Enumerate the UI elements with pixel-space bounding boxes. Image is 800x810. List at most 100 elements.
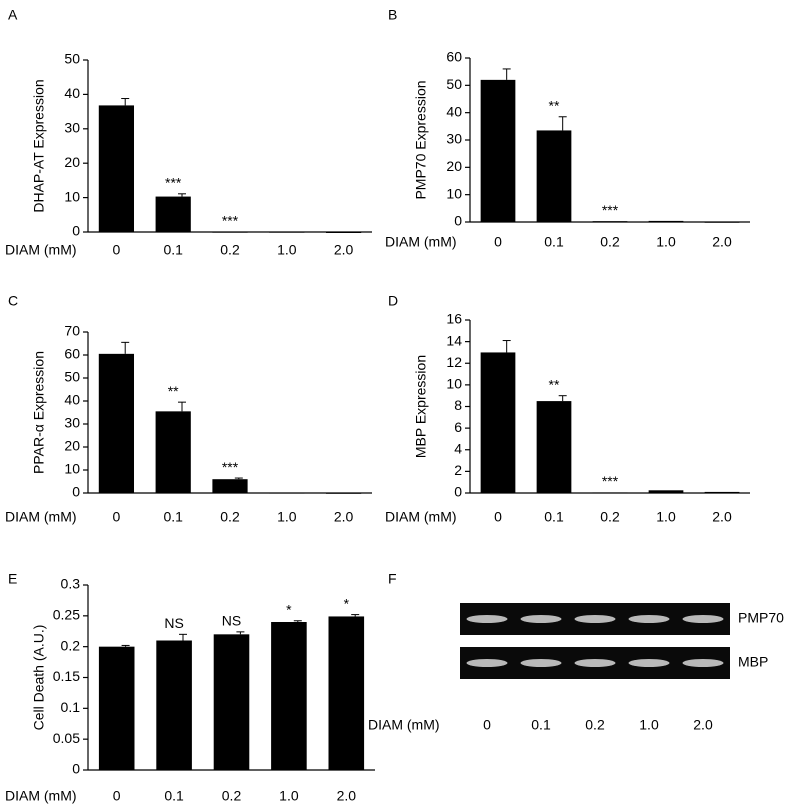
x-tick-label: 1.0: [277, 509, 297, 525]
row-label: PMP70: [738, 610, 784, 626]
bar: [155, 196, 191, 232]
y-axis-label: PPAR-α Expression: [31, 351, 47, 474]
bar: [213, 634, 250, 770]
bar: [592, 221, 628, 223]
x-tick-label: 2.0: [334, 242, 354, 258]
significance-label: NS: [164, 615, 183, 631]
x-axis-label: DIAM (mM): [5, 242, 77, 258]
bar: [325, 492, 362, 494]
bar: [480, 352, 516, 493]
y-tick-label: 0: [454, 213, 462, 229]
y-tick-label: 8: [454, 397, 462, 413]
bar: [648, 490, 684, 493]
x-axis-label: DIAM (mM): [5, 788, 77, 804]
significance-label: ***: [222, 459, 239, 475]
y-tick-label: 0: [72, 484, 80, 500]
bar: [269, 231, 305, 233]
gel-band: [628, 659, 670, 667]
bar: [648, 220, 684, 222]
bar: [271, 622, 307, 770]
y-tick-label: 50: [64, 369, 80, 385]
panel-label: B: [388, 7, 397, 23]
y-tick-label: 0.3: [61, 576, 81, 592]
x-tick-label: 0.2: [220, 242, 240, 258]
x-tick-label: 0.1: [164, 788, 184, 804]
gel-band: [682, 659, 724, 667]
x-tick-label: 0: [494, 509, 502, 525]
gel-band: [466, 659, 508, 667]
x-tick-label: 2.0: [712, 234, 732, 250]
y-tick-label: 10: [64, 461, 80, 477]
panel-label: E: [8, 571, 17, 587]
bar: [536, 130, 572, 222]
y-tick-label: 20: [446, 158, 462, 174]
y-tick-label: 50: [64, 51, 80, 67]
bar: [98, 105, 135, 232]
y-tick-label: 2: [454, 462, 462, 478]
lane-label: 2.0: [693, 717, 713, 733]
x-tick-label: 0.2: [600, 509, 620, 525]
y-tick-label: 10: [64, 188, 80, 204]
y-tick-label: 0.2: [61, 637, 81, 653]
row-label: MBP: [738, 654, 768, 670]
y-tick-label: 60: [64, 346, 80, 362]
gel-band: [682, 615, 724, 623]
x-tick-label: 0.1: [163, 242, 183, 258]
y-tick-label: 70: [64, 323, 80, 339]
bar: [98, 353, 135, 493]
bar: [480, 79, 516, 222]
y-tick-label: 0.25: [53, 607, 80, 623]
y-tick-label: 14: [446, 332, 462, 348]
y-tick-label: 20: [64, 154, 80, 170]
y-tick-label: 60: [446, 49, 462, 65]
y-tick-label: 0: [72, 761, 80, 777]
y-tick-label: 10: [446, 376, 462, 392]
gel-band: [574, 615, 616, 623]
x-axis-label: DIAM (mM): [368, 717, 440, 733]
y-tick-label: 0: [454, 484, 462, 500]
y-tick-label: 0.15: [53, 668, 80, 684]
bar: [704, 491, 740, 493]
bar: [212, 479, 248, 493]
x-axis-label: DIAM (mM): [385, 234, 457, 250]
x-tick-label: 0: [113, 788, 121, 804]
y-tick-label: 50: [446, 76, 462, 92]
x-tick-label: 2.0: [334, 509, 354, 525]
bar: [155, 411, 191, 493]
lane-label: 0.1: [531, 717, 551, 733]
panel-label: A: [8, 7, 18, 23]
bar: [704, 221, 740, 223]
bar: [156, 640, 192, 770]
x-tick-label: 1.0: [277, 242, 297, 258]
bar: [536, 401, 572, 493]
y-axis-label: Cell Death (A.U.): [31, 625, 47, 731]
gel-band: [574, 659, 616, 667]
gel-band: [628, 615, 670, 623]
significance-label: ***: [165, 175, 182, 191]
x-tick-label: 1.0: [656, 509, 676, 525]
y-tick-label: 12: [446, 354, 462, 370]
significance-label: **: [549, 376, 560, 392]
y-tick-label: 40: [64, 85, 80, 101]
x-tick-label: 0.1: [544, 509, 564, 525]
panel-label: C: [8, 293, 18, 309]
bar: [328, 616, 365, 770]
x-tick-label: 1.0: [279, 788, 299, 804]
y-tick-label: 0.1: [61, 699, 81, 715]
significance-label: NS: [222, 613, 241, 629]
y-tick-label: 0.05: [53, 730, 80, 746]
y-axis-label: DHAP-AT Expression: [31, 79, 47, 212]
x-axis-label: DIAM (mM): [385, 509, 457, 525]
bar: [269, 492, 305, 494]
y-tick-label: 16: [446, 311, 462, 327]
x-tick-label: 0: [113, 242, 121, 258]
lane-label: 1.0: [639, 717, 659, 733]
significance-label: **: [549, 97, 560, 113]
panel-label: D: [388, 293, 398, 309]
y-tick-label: 40: [64, 392, 80, 408]
x-tick-label: 0: [113, 509, 121, 525]
y-tick-label: 0: [72, 223, 80, 239]
y-tick-label: 30: [64, 120, 80, 136]
x-tick-label: 2.0: [337, 788, 357, 804]
